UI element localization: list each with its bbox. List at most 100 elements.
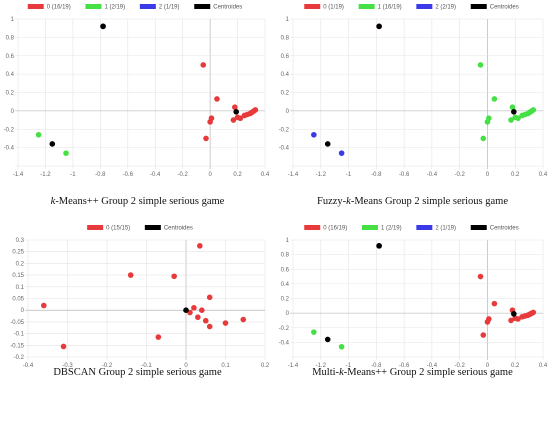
data-point [199,307,205,313]
x-tick-label: -0.4 [427,363,438,369]
data-point [338,343,345,350]
x-tick-label: -0.4 [150,172,161,178]
data-point [63,150,69,156]
x-tick-label: 0 [486,363,490,369]
centroid-point [49,141,56,147]
centroid-point [376,23,382,30]
legend-label: Centroides [490,5,519,11]
y-tick-label: -0.2 [279,127,290,133]
x-tick-label: -0.8 [95,172,106,178]
data-point [200,62,207,68]
x-tick-label: 0.4 [539,363,548,369]
x-tick-label: -0.2 [177,172,188,178]
y-tick-label: 0.8 [281,253,290,259]
x-tick-label: -1 [70,172,76,178]
data-point [240,316,247,323]
y-tick-label: 0.8 [281,35,290,41]
x-tick-label: 0.2 [233,172,242,178]
data-point [35,131,42,138]
x-tick-label: 0 [208,172,212,178]
data-point [195,314,201,321]
x-tick-label: 0.2 [261,363,270,369]
data-point [480,135,487,142]
centroid-point [233,108,239,115]
y-tick-label: 0.4 [6,72,15,78]
x-tick-label: -0.8 [371,172,382,178]
data-point [127,272,134,278]
y-tick-label: 0.6 [281,54,290,60]
data-point [515,316,521,322]
y-tick-label: 0.25 [12,250,24,256]
legend-label: 0 (16/19) [47,5,71,11]
centroid-point [511,108,517,115]
y-tick-label: 0.8 [6,35,15,41]
y-tick-label: 0.3 [16,238,25,244]
y-tick-label: 0 [286,311,290,317]
legend-swatch [358,4,375,9]
y-tick-label: -0.4 [279,146,290,152]
data-point [508,317,514,324]
data-point [515,115,521,122]
data-point [477,62,484,68]
data-point [311,329,317,335]
x-tick-label: 0.2 [511,172,520,178]
data-point [171,273,177,280]
data-point [477,273,484,280]
x-tick-label: -1 [346,172,352,178]
chart-panel-dbscan: -0.4 -0.3 -0.2 -0.1 0 0.1 0.2 -0.2 -0.15 -0.1 -0.0… [0,218,275,436]
data-point [486,115,492,122]
y-tick-label: -0.4 [4,146,15,152]
legend-swatch [85,4,102,9]
legend-label: 0 (16/19) [323,226,347,232]
data-point [252,107,259,113]
x-tick-label: 0.4 [539,172,548,178]
y-tick-label: -0.15 [10,343,24,349]
legend-label: 2 (1/19) [159,5,180,11]
data-point [208,115,215,122]
legend-swatch [194,4,211,9]
data-point [509,104,516,110]
legend-label: Centroides [213,5,242,11]
x-tick-label: -1.2 [316,363,327,369]
centroid-point [324,336,331,343]
y-tick-label: 0.2 [281,297,290,303]
y-tick-label: 0.4 [281,72,290,78]
centroid-point [511,311,517,317]
x-tick-label: 0.2 [511,363,520,369]
legend-label: Centroides [164,226,193,232]
x-tick-label: -0.2 [454,363,465,369]
x-tick-label: -0.6 [399,363,410,369]
chart-caption: Fuzzy-k-Means Group 2 simple serious gam… [316,196,509,207]
legend-swatch [27,4,44,9]
y-tick-label: 0.6 [281,267,290,273]
y-tick-label: 0.15 [12,273,24,279]
legend-label: Centroides [490,226,519,232]
data-point [41,302,47,309]
legend-swatch [361,225,378,230]
legend-label: 1 (2/19) [104,5,125,11]
x-tick-label: -0.8 [371,363,382,369]
y-tick-label: -0.2 [279,326,290,332]
x-tick-label: -0.2 [102,363,113,369]
x-tick-label: -0.4 [427,172,438,178]
x-tick-label: 0 [184,363,188,369]
legend-swatch [416,225,433,230]
chart-caption: DBSCAN Group 2 simple serious game [53,367,222,378]
x-tick-label: 0.4 [261,172,270,178]
data-point [202,317,209,324]
data-point [311,131,317,138]
x-tick-label: 0.1 [221,363,230,369]
x-tick-label: -0.6 [123,172,134,178]
centroid-point [324,141,331,147]
centroid-point [376,243,382,249]
data-point [214,96,220,102]
y-tick-label: 1 [11,17,15,23]
y-tick-label: -0.1 [14,332,25,338]
y-tick-label: -0.2 [4,127,15,133]
x-tick-label: -1.2 [40,172,51,178]
y-tick-label: 0 [21,308,25,314]
x-tick-label: -1.4 [288,363,299,369]
data-point [222,320,229,326]
data-point [206,323,213,330]
y-tick-label: 0.2 [6,91,15,97]
